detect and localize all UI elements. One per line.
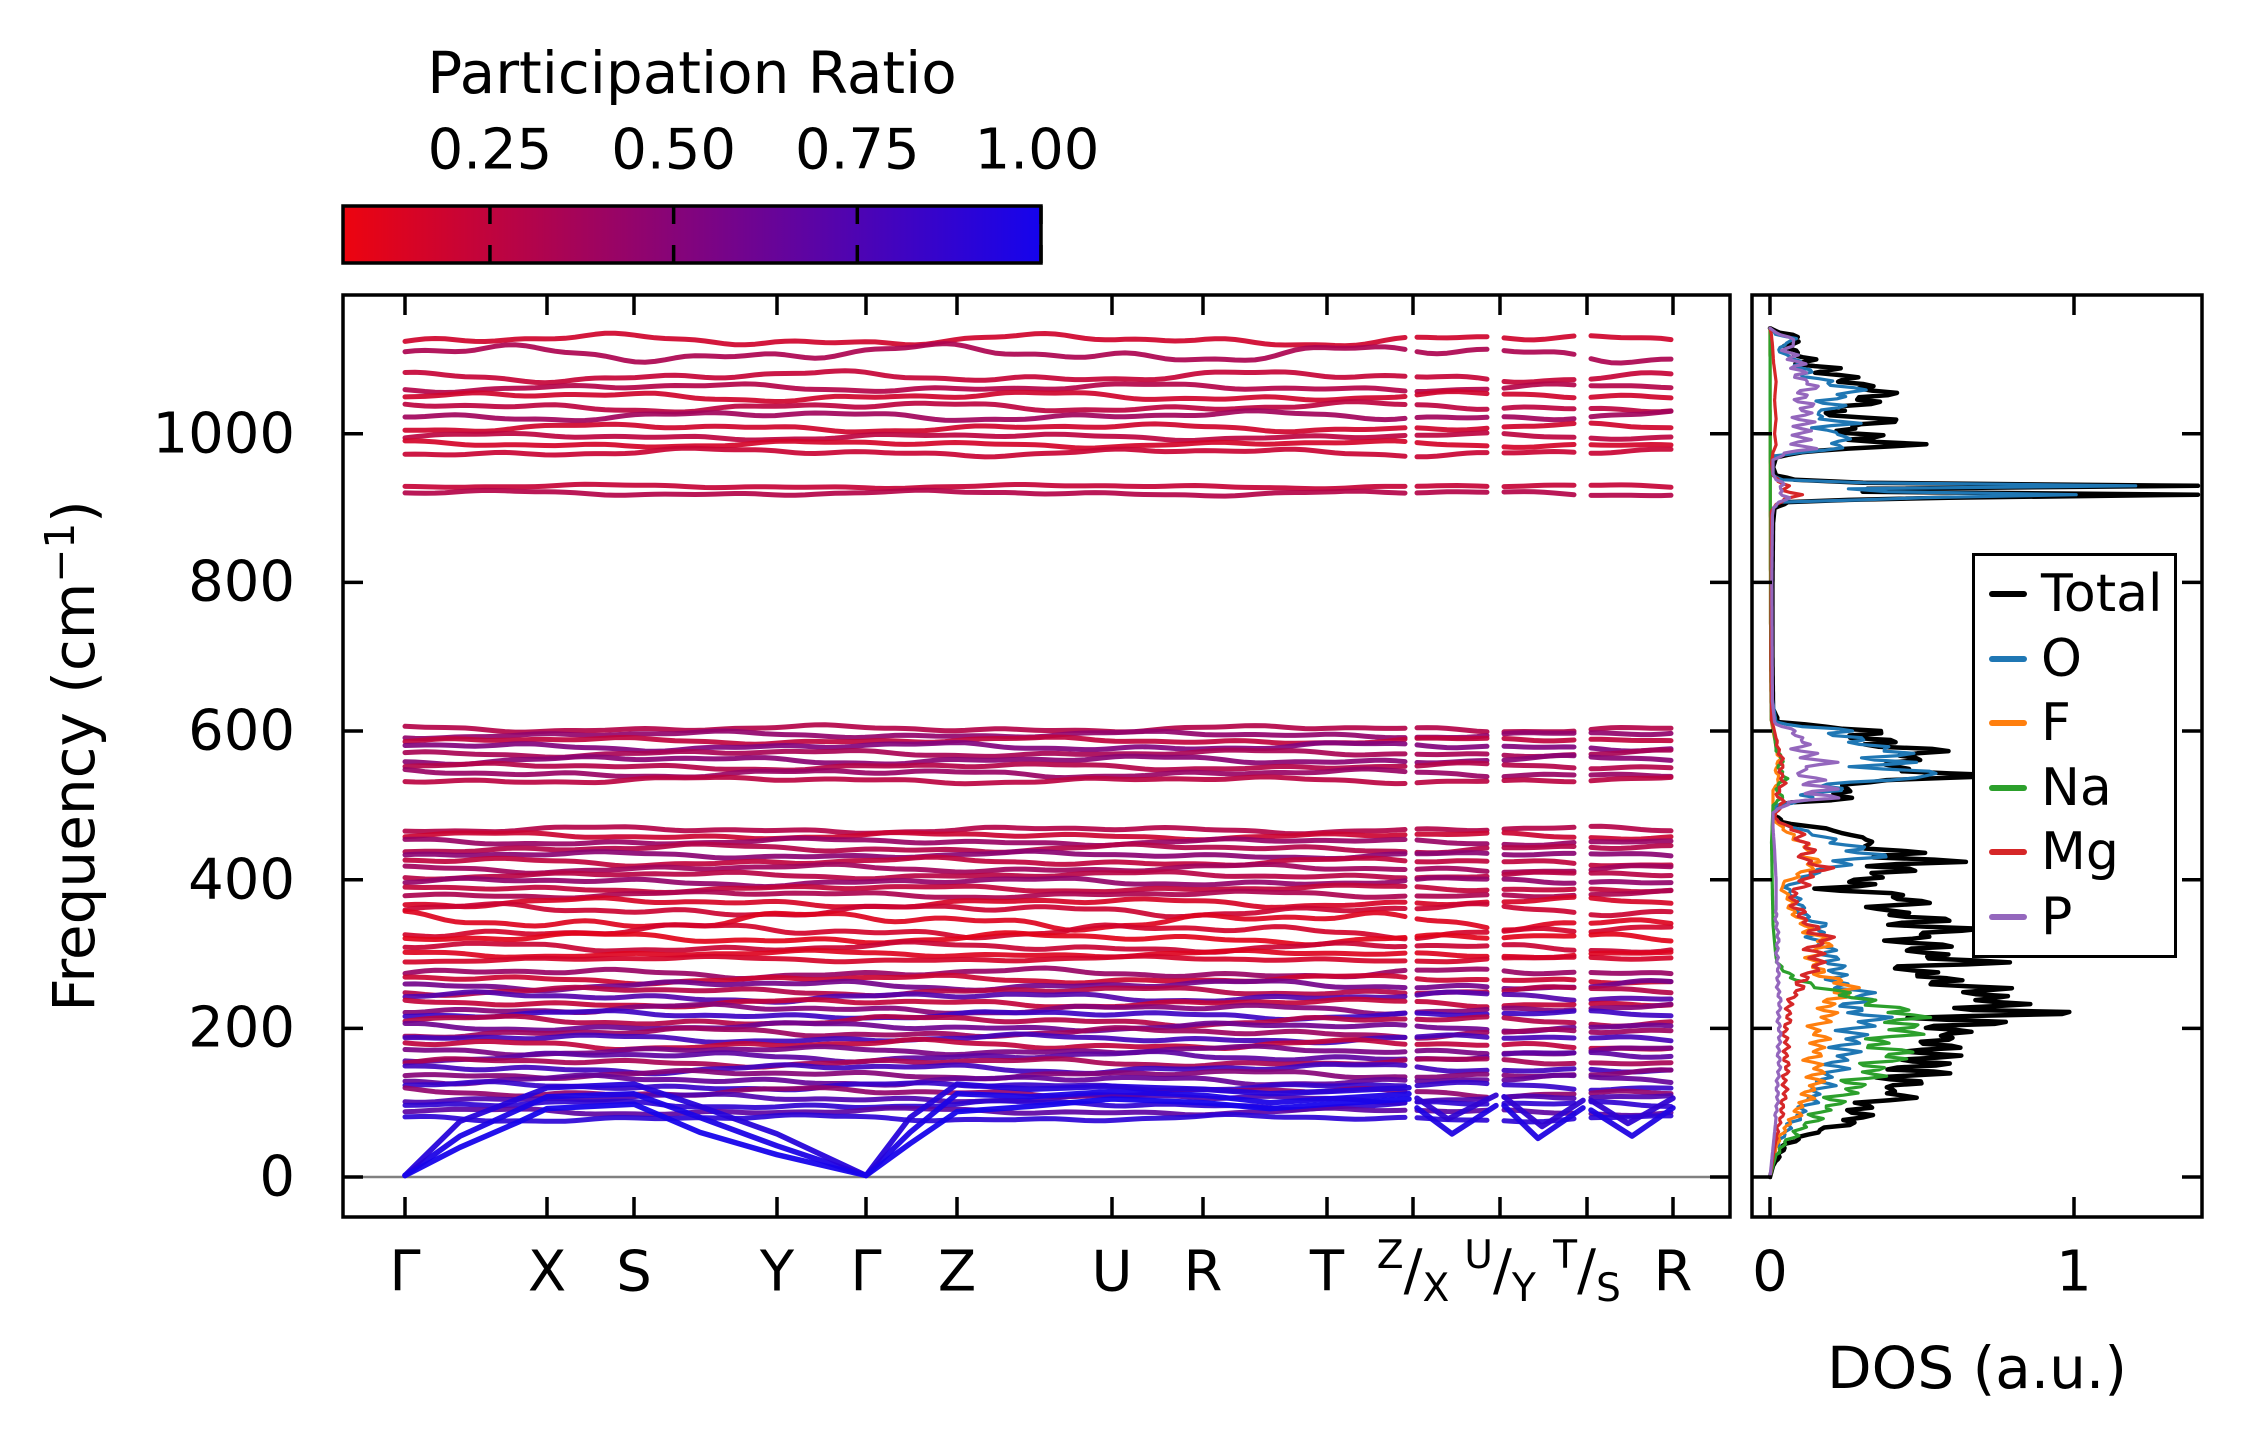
x-tick-label-kpoint: R — [1183, 1239, 1223, 1305]
legend-item-p: P — [1989, 891, 2174, 943]
colorbar-tick-label: 0.50 — [611, 117, 736, 183]
x-tick-label-kpoint: T/S — [1553, 1232, 1621, 1312]
legend-label-f: F — [2041, 693, 2071, 754]
dos-x-tick-label: 1 — [2056, 1239, 2092, 1305]
y-axis-label-pre: Frequency (cm — [40, 582, 109, 1012]
legend-swatch-f — [1989, 720, 2027, 727]
y-axis-label-sup: −1 — [35, 522, 84, 583]
x-tick-label-kpoint: X — [527, 1239, 567, 1305]
dos-axes — [1750, 293, 2204, 1219]
colorbar-title: Participation Ratio — [427, 39, 957, 107]
y-axis-label: Frequency (cm−1) — [36, 500, 108, 1012]
x-tick-label-kpoint: T — [1309, 1239, 1345, 1305]
colorbar-tick-label: 0.25 — [427, 117, 553, 183]
colorbar-tick-label: 1.00 — [974, 117, 1100, 183]
dos-curves — [1767, 325, 2201, 1180]
legend-item-mg: Mg — [1989, 826, 2174, 878]
legend-item-o: O — [1989, 633, 2174, 685]
y-tick-label: 0 — [259, 1144, 295, 1210]
legend-label-na: Na — [2041, 757, 2112, 818]
dos-x-tick-label: 0 — [1752, 1239, 1788, 1305]
legend-swatch-p — [1989, 913, 2027, 920]
legend-swatch-mg — [1989, 849, 2027, 856]
colorbar-tick-label: 0.75 — [794, 117, 920, 183]
x-tick-label-kpoint: U/Y — [1464, 1232, 1536, 1312]
legend-item-na: Na — [1989, 762, 2174, 814]
x-tick-label-kpoint: S — [616, 1239, 652, 1305]
x-tick-label-kpoint: Z — [937, 1239, 977, 1305]
y-tick-label: 800 — [188, 549, 295, 615]
x-tick-label-kpoint: Y — [759, 1239, 795, 1305]
y-tick-label: 400 — [188, 847, 295, 913]
band-axes — [341, 293, 1732, 1219]
y-tick-label: 200 — [188, 995, 295, 1061]
colorbar — [341, 204, 1043, 265]
x-tick-label-kpoint: Γ — [389, 1239, 421, 1305]
band-lines — [402, 330, 1676, 1179]
dos-legend: Total O F Na Mg P — [1972, 553, 2177, 958]
x-tick-label-kpoint: U — [1091, 1239, 1133, 1305]
y-tick-label: 600 — [188, 698, 295, 764]
legend-label-o: O — [2041, 628, 2082, 689]
legend-label-total: Total — [2041, 564, 2163, 625]
legend-swatch-total — [1989, 591, 2027, 598]
legend-item-total: Total — [1989, 568, 2174, 620]
legend-label-mg: Mg — [2041, 822, 2119, 883]
x-tick-label-kpoint: Z/X — [1376, 1232, 1450, 1312]
legend-label-p: P — [2041, 886, 2073, 947]
y-axis-label-post: ) — [40, 500, 109, 523]
x-tick-label-kpoint: Γ — [850, 1239, 882, 1305]
legend-swatch-na — [1989, 784, 2027, 791]
x-tick-label-kpoint: R — [1653, 1239, 1693, 1305]
legend-swatch-o — [1989, 655, 2027, 662]
legend-item-f: F — [1989, 697, 2174, 749]
dos-axis-label: DOS (a.u.) — [1827, 1334, 2127, 1402]
y-tick-label: 1000 — [152, 401, 295, 467]
